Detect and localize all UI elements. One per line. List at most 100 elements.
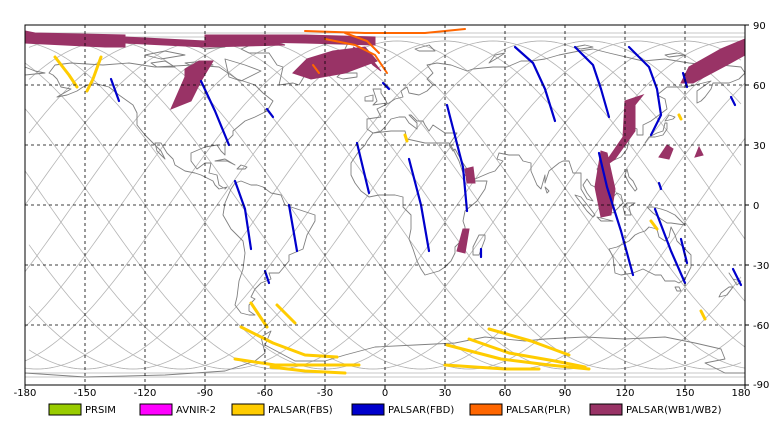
orbit-track	[24, 108, 294, 370]
legend-swatch	[231, 403, 265, 416]
y-tick: -90	[753, 380, 769, 391]
swath-palsar-fbd	[657, 181, 663, 191]
land-outline	[414, 44, 436, 52]
land-outline	[644, 122, 668, 144]
swath-palsar-fbd	[627, 45, 663, 137]
swath-palsar-fbd	[729, 95, 737, 107]
orbit-track	[28, 367, 54, 370]
orbit-track	[380, 40, 746, 369]
land-outline	[544, 186, 550, 194]
orbit-track	[428, 40, 746, 348]
legend-label: PRSIM	[85, 405, 116, 416]
swath-palsar-fbd	[355, 141, 371, 195]
x-tick: -60	[257, 388, 273, 399]
legend-swatch	[139, 403, 173, 416]
swath-palsar-fbd	[679, 237, 689, 265]
orbit-track	[404, 48, 746, 370]
swath-palsar-fbs	[85, 55, 103, 93]
land-outline	[622, 202, 636, 216]
x-tick: 180	[731, 388, 750, 399]
land-outline	[48, 62, 274, 190]
land-outline	[624, 168, 638, 192]
land-outline	[574, 44, 594, 50]
y-tick: -30	[753, 261, 769, 272]
orbit-track	[524, 40, 746, 240]
land-outline	[372, 88, 388, 106]
swath-palsar-fbs	[699, 309, 707, 321]
swath-palsar-fbs	[233, 357, 361, 367]
swath-palsar-fbd	[381, 81, 391, 91]
swath-palsar-plr	[312, 64, 320, 74]
orbit-track	[24, 40, 366, 362]
legend-item-prsim: PRSIM	[48, 403, 116, 416]
x-tick: -120	[134, 388, 157, 399]
swath-palsar-fbs	[53, 55, 79, 89]
swath-palsar-wb	[204, 34, 376, 46]
x-tick: 0	[382, 388, 388, 399]
land-outline	[674, 286, 682, 292]
swath-palsar-fbd	[287, 203, 299, 253]
x-tick: 150	[675, 388, 694, 399]
legend-label: PALSAR(FBS)	[268, 405, 333, 416]
x-tick: -150	[74, 388, 97, 399]
x-tick: -30	[317, 388, 333, 399]
legend-item-palsar-fbs: PALSAR(FBS)	[231, 403, 333, 416]
swath-palsar-fbs	[487, 327, 571, 357]
land-outline	[366, 48, 746, 202]
land-outline	[718, 286, 734, 298]
legend-item-palsar-plr: PALSAR(PLR)	[469, 403, 571, 416]
land-outline	[144, 50, 186, 60]
land-outline	[472, 234, 486, 256]
land-outline	[222, 180, 316, 316]
x-tick: 120	[615, 388, 634, 399]
y-tick: 90	[753, 21, 766, 32]
swath-palsar-fbd	[597, 151, 635, 277]
land-outline	[224, 58, 262, 82]
swath-layer	[24, 28, 746, 375]
legend-label: PALSAR(FBD)	[388, 405, 454, 416]
legend-label: PALSAR(WB1/WB2)	[626, 405, 722, 416]
legend-swatch	[589, 403, 623, 416]
swath-palsar-fbd	[513, 45, 557, 123]
legend-item-palsar-fbd: PALSAR(FBD)	[351, 403, 454, 416]
x-tick: 30	[439, 388, 452, 399]
orbit-track	[24, 170, 246, 370]
land-outline	[728, 272, 742, 286]
swath-palsar-fbd	[109, 77, 121, 103]
orbit-track	[356, 40, 746, 370]
legend-swatch	[48, 403, 82, 416]
legend-swatch	[351, 403, 385, 416]
swath-palsar-fbs	[467, 337, 587, 369]
land-outline	[150, 60, 176, 68]
swath-palsar-wb	[694, 145, 704, 158]
orbit-track	[452, 82, 746, 370]
x-tick: 90	[559, 388, 572, 399]
swath-palsar-fbs	[239, 325, 339, 359]
orbit-track	[28, 305, 150, 370]
swath-palsar-fbs	[275, 303, 297, 325]
swath-palsar-fbs	[249, 301, 269, 329]
swath-palsar-fbs	[445, 343, 591, 371]
land-outline	[596, 216, 614, 222]
land-outline	[488, 52, 506, 64]
orbit-track	[28, 349, 102, 370]
legend-label: PALSAR(PLR)	[506, 405, 571, 416]
legend-item-palsar-wb: PALSAR(WB1/WB2)	[589, 403, 722, 416]
map-frame	[24, 24, 746, 386]
x-axis-ticks: -180 -150 -120 -90 -60 -30 0 30 60 90 12…	[14, 388, 751, 399]
swath-palsar-fbd	[653, 207, 687, 285]
legend: PRSIM AVNIR-2 PALSAR(FBS) PALSAR(FBD) PA…	[48, 403, 722, 416]
swath-palsar-fbs	[677, 113, 683, 121]
y-axis-ticks: 90 60 30 0 -30 -60 -90	[753, 21, 769, 391]
orbit-track	[28, 244, 198, 370]
swath-palsar-wb	[456, 228, 470, 254]
swath-palsar-wb	[658, 144, 674, 160]
land-outline	[574, 194, 596, 218]
swath-palsar-fbs	[403, 133, 409, 143]
swath-palsar-fbd	[263, 269, 271, 285]
swath-palsar-fbs	[269, 365, 347, 375]
y-tick: 0	[753, 201, 759, 212]
land-outline	[364, 94, 374, 102]
